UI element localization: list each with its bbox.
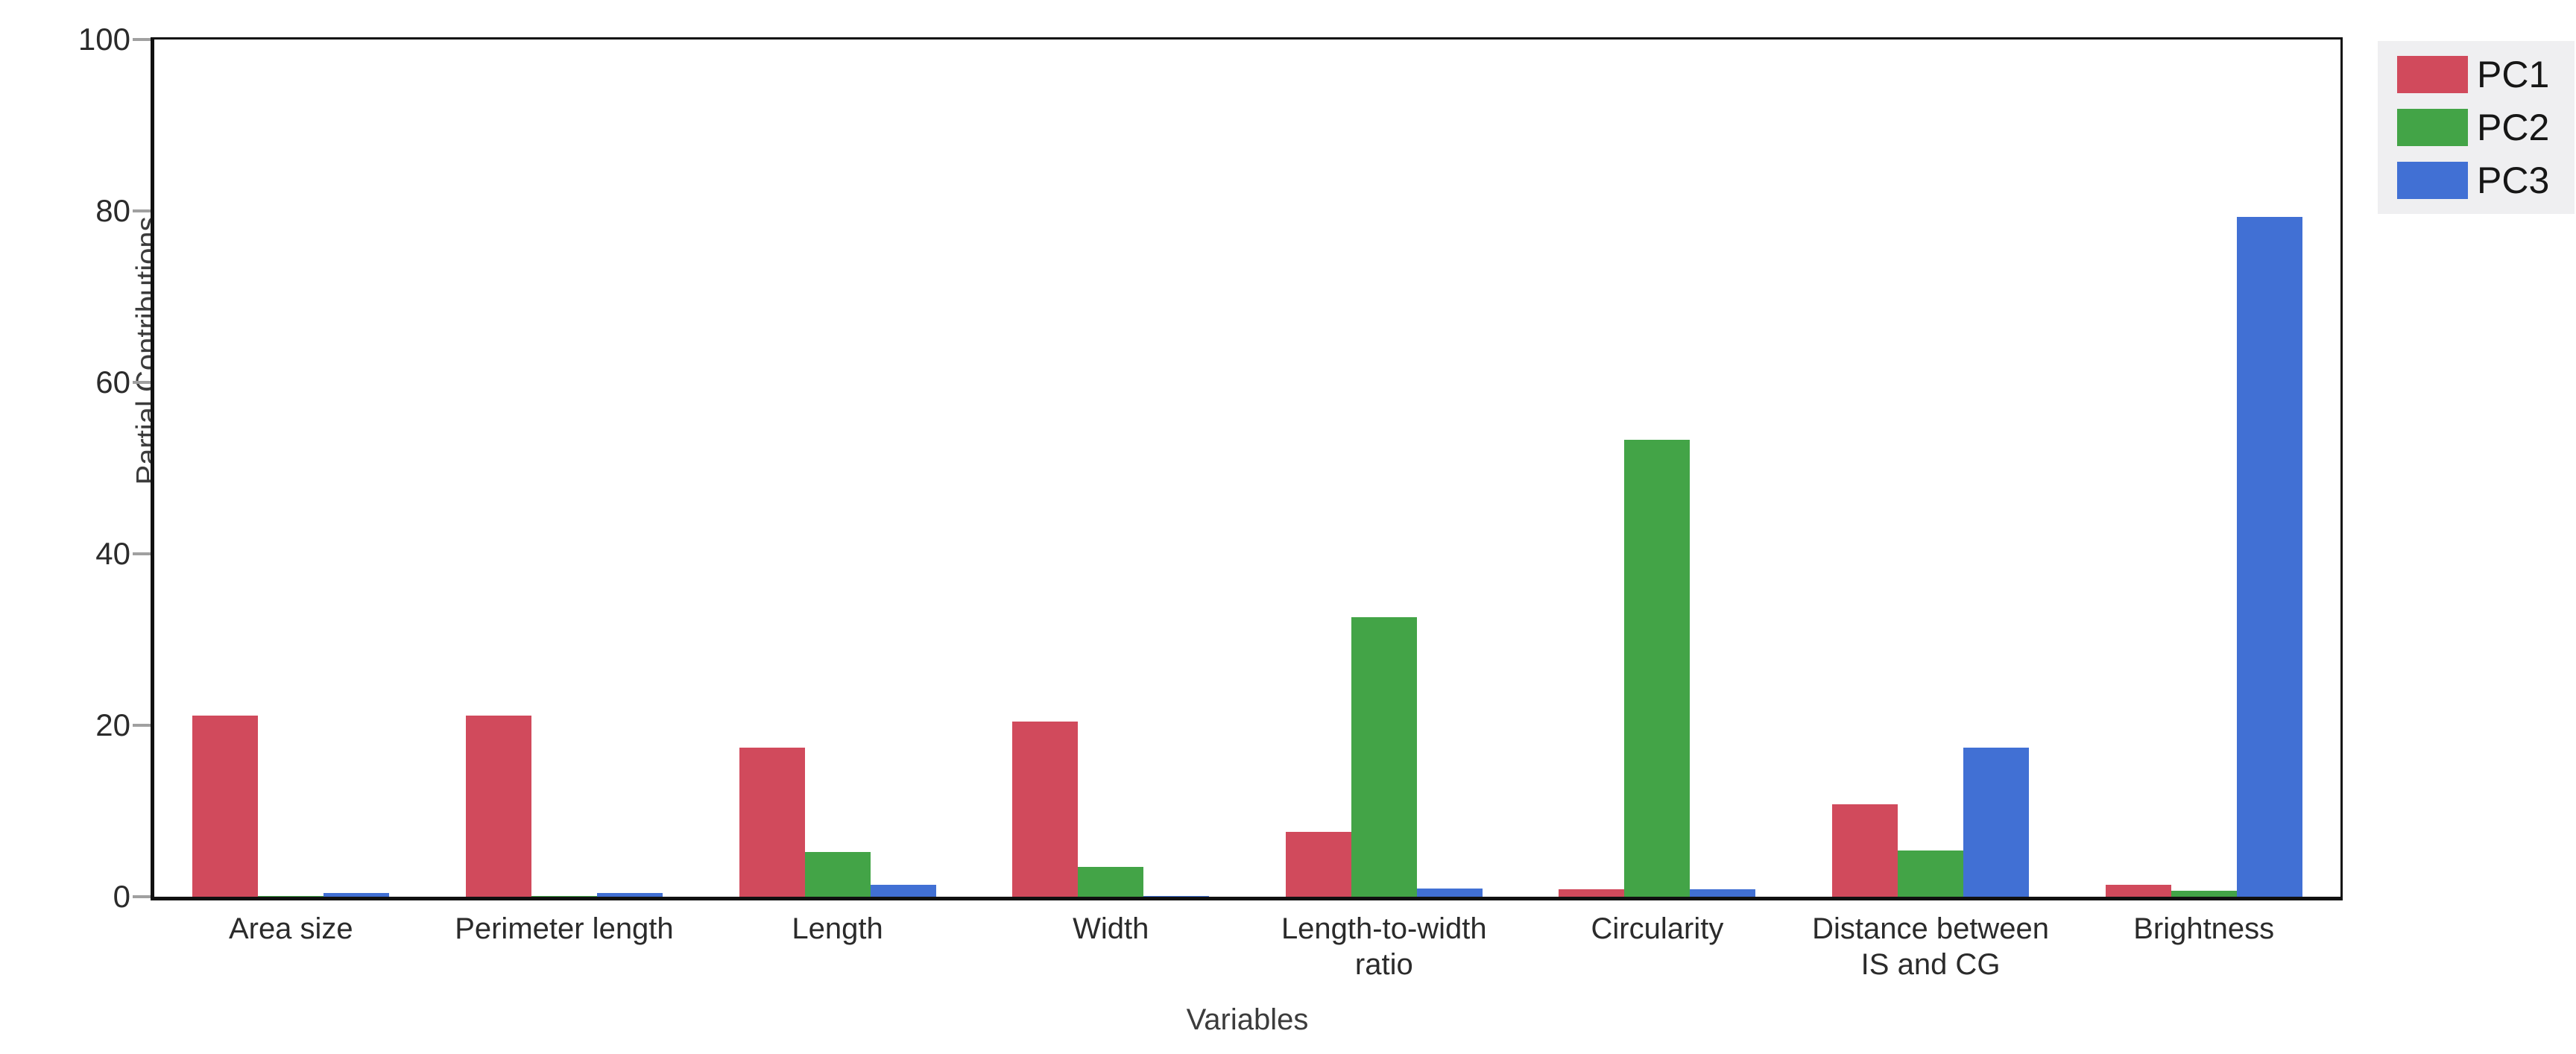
legend-item-pc2[interactable]: PC2 bbox=[2397, 109, 2575, 146]
bar-group-3 bbox=[974, 40, 1248, 897]
x-category-label-5: Circularity bbox=[1591, 912, 1724, 945]
legend-item-pc1[interactable]: PC1 bbox=[2397, 56, 2575, 93]
bar-pc1-category-2[interactable] bbox=[739, 747, 805, 897]
bar-pc2-category-2[interactable] bbox=[804, 852, 871, 897]
x-category-label-3: Width bbox=[1073, 912, 1149, 945]
y-tick-mark-80 bbox=[133, 209, 151, 212]
y-tick-mark-20 bbox=[133, 724, 151, 727]
y-tick-mark-40 bbox=[133, 552, 151, 555]
y-axis: 0 20 40 60 80 100 bbox=[0, 24, 151, 912]
y-tick-mark-60 bbox=[133, 381, 151, 384]
y-tick-mark-100 bbox=[133, 38, 151, 41]
bar-pc2-category-4[interactable] bbox=[1351, 617, 1417, 897]
x-category-label-7: Brightness bbox=[2133, 912, 2275, 945]
bar-pc3-category-5[interactable] bbox=[1690, 889, 1756, 897]
legend-label-pc3: PC3 bbox=[2477, 160, 2550, 201]
y-tick-label-40: 40 bbox=[95, 536, 130, 571]
x-axis-labels: Area size Perimeter length Length Width Leng… bbox=[154, 911, 2340, 982]
bar-pc3-category-6[interactable] bbox=[1963, 747, 2030, 897]
bar-pc2-category-3[interactable] bbox=[1078, 866, 1144, 897]
legend-label-pc1: PC1 bbox=[2477, 54, 2550, 95]
x-category-label-0: Area size bbox=[228, 912, 353, 945]
bar-pc2-category-1[interactable] bbox=[531, 895, 597, 897]
bar-pc1-category-7[interactable] bbox=[2105, 884, 2171, 897]
bar-pc1-category-1[interactable] bbox=[465, 716, 531, 897]
plot-area bbox=[151, 37, 2343, 900]
bar-pc1-category-4[interactable] bbox=[1285, 831, 1351, 897]
y-tick-label-100: 100 bbox=[78, 22, 130, 57]
legend-label-pc2: PC2 bbox=[2477, 107, 2550, 148]
x-category-label-4: Length-to-width ratio bbox=[1281, 912, 1487, 981]
bar-pc3-category-1[interactable] bbox=[596, 893, 663, 897]
legend-swatch-pc2 bbox=[2397, 109, 2468, 146]
bars-row bbox=[154, 40, 2340, 897]
bar-pc2-category-7[interactable] bbox=[2171, 890, 2237, 897]
bar-group-7 bbox=[2067, 40, 2340, 897]
bar-pc1-category-3[interactable] bbox=[1012, 722, 1079, 897]
bar-group-1 bbox=[428, 40, 701, 897]
legend-swatch-pc1 bbox=[2397, 56, 2468, 93]
bar-pc1-category-6[interactable] bbox=[1832, 804, 1898, 897]
bar-pc3-category-0[interactable] bbox=[323, 893, 390, 897]
bar-group-0 bbox=[154, 40, 428, 897]
bar-group-5 bbox=[1521, 40, 1794, 897]
legend-swatch-pc3 bbox=[2397, 162, 2468, 199]
legend: PC1 PC2 PC3 bbox=[2378, 41, 2575, 214]
bar-pc2-category-0[interactable] bbox=[258, 895, 324, 897]
bar-pc1-category-0[interactable] bbox=[192, 716, 259, 897]
x-category-label-2: Length bbox=[792, 912, 883, 945]
y-tick-label-20: 20 bbox=[95, 707, 130, 742]
bar-pc3-category-7[interactable] bbox=[2236, 217, 2302, 897]
legend-item-pc3[interactable]: PC3 bbox=[2397, 162, 2575, 199]
x-axis-title: Variables bbox=[1186, 1003, 1309, 1036]
bar-pc3-category-3[interactable] bbox=[1143, 895, 1210, 897]
y-tick-label-80: 80 bbox=[95, 193, 130, 228]
y-tick-mark-0 bbox=[133, 895, 151, 898]
bar-pc1-category-5[interactable] bbox=[1559, 889, 1625, 897]
x-category-label-1: Perimeter length bbox=[455, 912, 674, 945]
bar-group-2 bbox=[701, 40, 974, 897]
bar-group-6 bbox=[1794, 40, 2068, 897]
bar-pc2-category-5[interactable] bbox=[1624, 440, 1690, 897]
bar-pc2-category-6[interactable] bbox=[1898, 850, 1964, 897]
y-tick-label-60: 60 bbox=[95, 365, 130, 400]
bar-pc3-category-4[interactable] bbox=[1416, 888, 1483, 897]
y-tick-label-0: 0 bbox=[113, 879, 130, 914]
bar-pc3-category-2[interactable] bbox=[870, 884, 936, 897]
x-category-label-6: Distance between IS and CG bbox=[1812, 912, 2050, 981]
bar-group-4 bbox=[1248, 40, 1521, 897]
